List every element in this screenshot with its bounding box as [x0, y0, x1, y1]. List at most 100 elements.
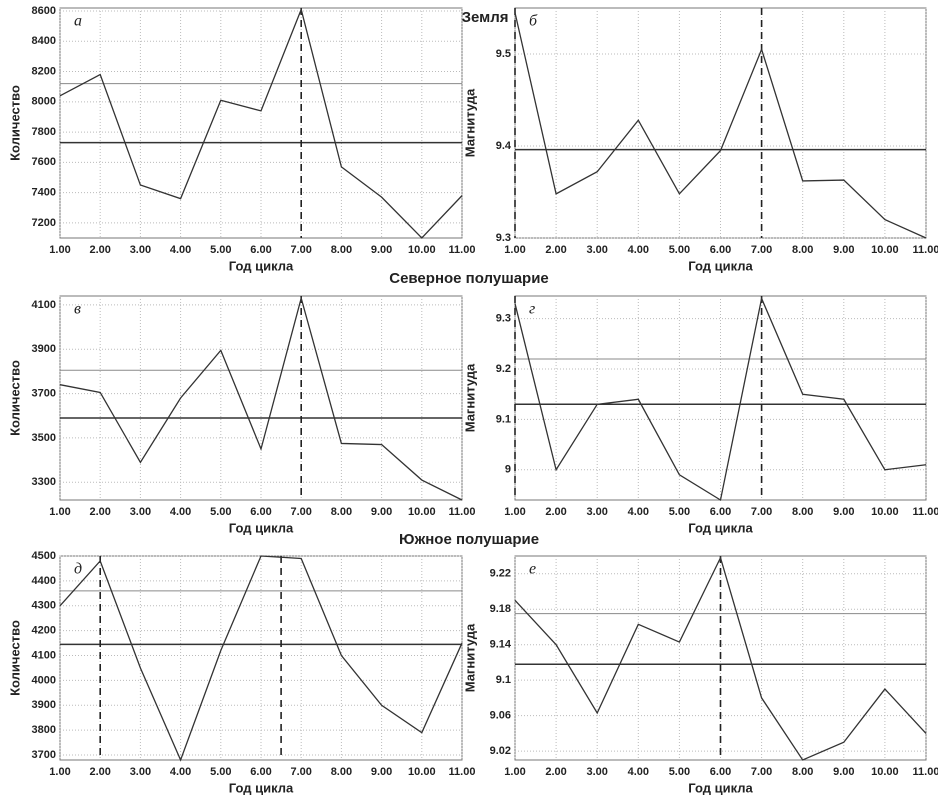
- x-tick-label: 8.00: [331, 506, 352, 518]
- x-tick-label: 8.00: [792, 766, 813, 778]
- x-tick-label: 10.00: [408, 506, 436, 518]
- x-tick-label: 6.00: [250, 244, 271, 256]
- y-tick-label: 4300: [32, 600, 56, 612]
- x-tick-label: 8.00: [792, 506, 813, 518]
- section-title: Южное полушарие: [399, 531, 539, 548]
- x-tick-label: 11.00: [913, 244, 938, 256]
- x-tick-label: 7.00: [290, 766, 311, 778]
- panel-label: г: [529, 301, 535, 318]
- x-tick-label: 4.00: [170, 766, 191, 778]
- panel: 1.00 2.00 3.00 4.00 5.00 6.00 7.00 8.00 9.00 10.0…: [7, 5, 475, 274]
- x-tick-label: 3.00: [586, 506, 607, 518]
- x-tick-label: 7.00: [290, 244, 311, 256]
- x-tick-label: 3.00: [130, 766, 151, 778]
- y-tick-label: 4000: [32, 674, 56, 686]
- y-tick-label: 3900: [32, 343, 56, 355]
- panel: 1.00 2.00 3.00 4.00 5.00 6.00 7.00 8.00 9.00 10.0…: [462, 295, 938, 535]
- x-tick-label: 7.00: [290, 506, 311, 518]
- x-tick-label: 1.00: [49, 244, 70, 256]
- y-axis-title: Количество: [7, 85, 22, 161]
- panel-label: в: [74, 301, 81, 318]
- y-tick-label: 9.5: [496, 48, 511, 60]
- y-tick-label: 3900: [32, 699, 56, 711]
- y-tick-label: 4500: [32, 550, 56, 562]
- x-tick-label: 4.00: [628, 506, 649, 518]
- x-tick-label: 10.00: [871, 766, 899, 778]
- x-tick-label: 10.00: [408, 244, 436, 256]
- x-tick-label: 5.00: [669, 244, 690, 256]
- y-tick-label: 9.4: [496, 140, 512, 152]
- data-line: [59, 555, 463, 762]
- x-tick-label: 2.00: [545, 244, 566, 256]
- x-tick-label: 9.00: [371, 506, 392, 518]
- x-tick-label: 9.00: [833, 766, 854, 778]
- x-tick-label: 9.00: [833, 506, 854, 518]
- x-tick-label: 1.00: [49, 766, 70, 778]
- data-line: [59, 7, 463, 239]
- panel: 1.00 2.00 3.00 4.00 5.00 6.00 7.00 8.00 9.00 10.0…: [7, 295, 475, 535]
- x-tick-label: 4.00: [628, 766, 649, 778]
- x-tick-label: 3.00: [130, 244, 151, 256]
- y-tick-label: 7400: [32, 187, 56, 199]
- x-tick-label: 5.00: [210, 766, 231, 778]
- x-tick-label: 4.00: [628, 244, 649, 256]
- x-tick-label: 1.00: [504, 244, 525, 256]
- y-tick-label: 3700: [32, 387, 56, 399]
- y-tick-label: 8200: [32, 65, 56, 77]
- x-tick-label: 6.00: [250, 506, 271, 518]
- x-tick-label: 1.00: [504, 506, 525, 518]
- y-tick-label: 9.3: [496, 232, 511, 244]
- x-tick-label: 9.00: [833, 244, 854, 256]
- data-line: [514, 555, 927, 761]
- y-tick-label: 7200: [32, 217, 56, 229]
- x-tick-label: 7.00: [751, 506, 772, 518]
- x-tick-label: 7.00: [751, 766, 772, 778]
- x-tick-label: 8.00: [331, 766, 352, 778]
- y-tick-label: 4100: [32, 649, 56, 661]
- data-line: [59, 295, 463, 501]
- y-tick-label: 4100: [32, 299, 56, 311]
- y-tick-label: 8400: [32, 35, 56, 47]
- panel-label: б: [529, 13, 538, 30]
- x-tick-label: 11.00: [913, 506, 938, 518]
- panel: 1.00 2.00 3.00 4.00 5.00 6.00 7.00 8.00 9.00 10.0…: [462, 555, 938, 795]
- x-tick-label: 4.00: [170, 506, 191, 518]
- x-tick-label: 7.00: [751, 244, 772, 256]
- x-tick-label: 2.00: [89, 766, 110, 778]
- section-title: Северное полушарие: [389, 270, 549, 287]
- y-tick-label: 8600: [32, 5, 56, 17]
- y-tick-label: 3500: [32, 432, 56, 444]
- y-tick-label: 3700: [32, 749, 56, 761]
- y-axis-title: Количество: [7, 360, 22, 436]
- x-tick-label: 10.00: [871, 244, 899, 256]
- x-tick-label: 2.00: [545, 506, 566, 518]
- x-axis-title: Год цикла: [229, 258, 294, 273]
- x-tick-label: 11.00: [449, 244, 476, 256]
- x-tick-label: 8.00: [331, 244, 352, 256]
- x-axis-title: Год цикла: [229, 520, 294, 535]
- x-tick-label: 1.00: [49, 506, 70, 518]
- y-tick-label: 8000: [32, 96, 56, 108]
- y-tick-label: 9.22: [490, 568, 511, 580]
- x-tick-label: 9.00: [371, 244, 392, 256]
- data-line: [514, 12, 927, 239]
- y-tick-label: 9.14: [490, 639, 512, 651]
- y-tick-label: 9.1: [496, 674, 511, 686]
- y-axis-title: Магнитуда: [462, 363, 477, 432]
- y-tick-label: 9.1: [496, 413, 511, 425]
- x-tick-label: 6.00: [710, 506, 731, 518]
- plot-area: [514, 7, 927, 239]
- y-tick-label: 9.06: [490, 710, 511, 722]
- x-tick-label: 6.00: [710, 766, 731, 778]
- y-tick-label: 9.3: [496, 313, 511, 325]
- y-axis-title: Магнитуда: [462, 88, 477, 157]
- x-tick-label: 5.00: [669, 506, 690, 518]
- data-line: [514, 296, 927, 502]
- plot-area: [59, 7, 463, 239]
- y-axis-title: Магнитуда: [462, 623, 477, 692]
- x-tick-label: 2.00: [545, 766, 566, 778]
- x-tick-label: 8.00: [792, 244, 813, 256]
- panel-label: а: [74, 13, 82, 30]
- x-tick-label: 11.00: [449, 766, 476, 778]
